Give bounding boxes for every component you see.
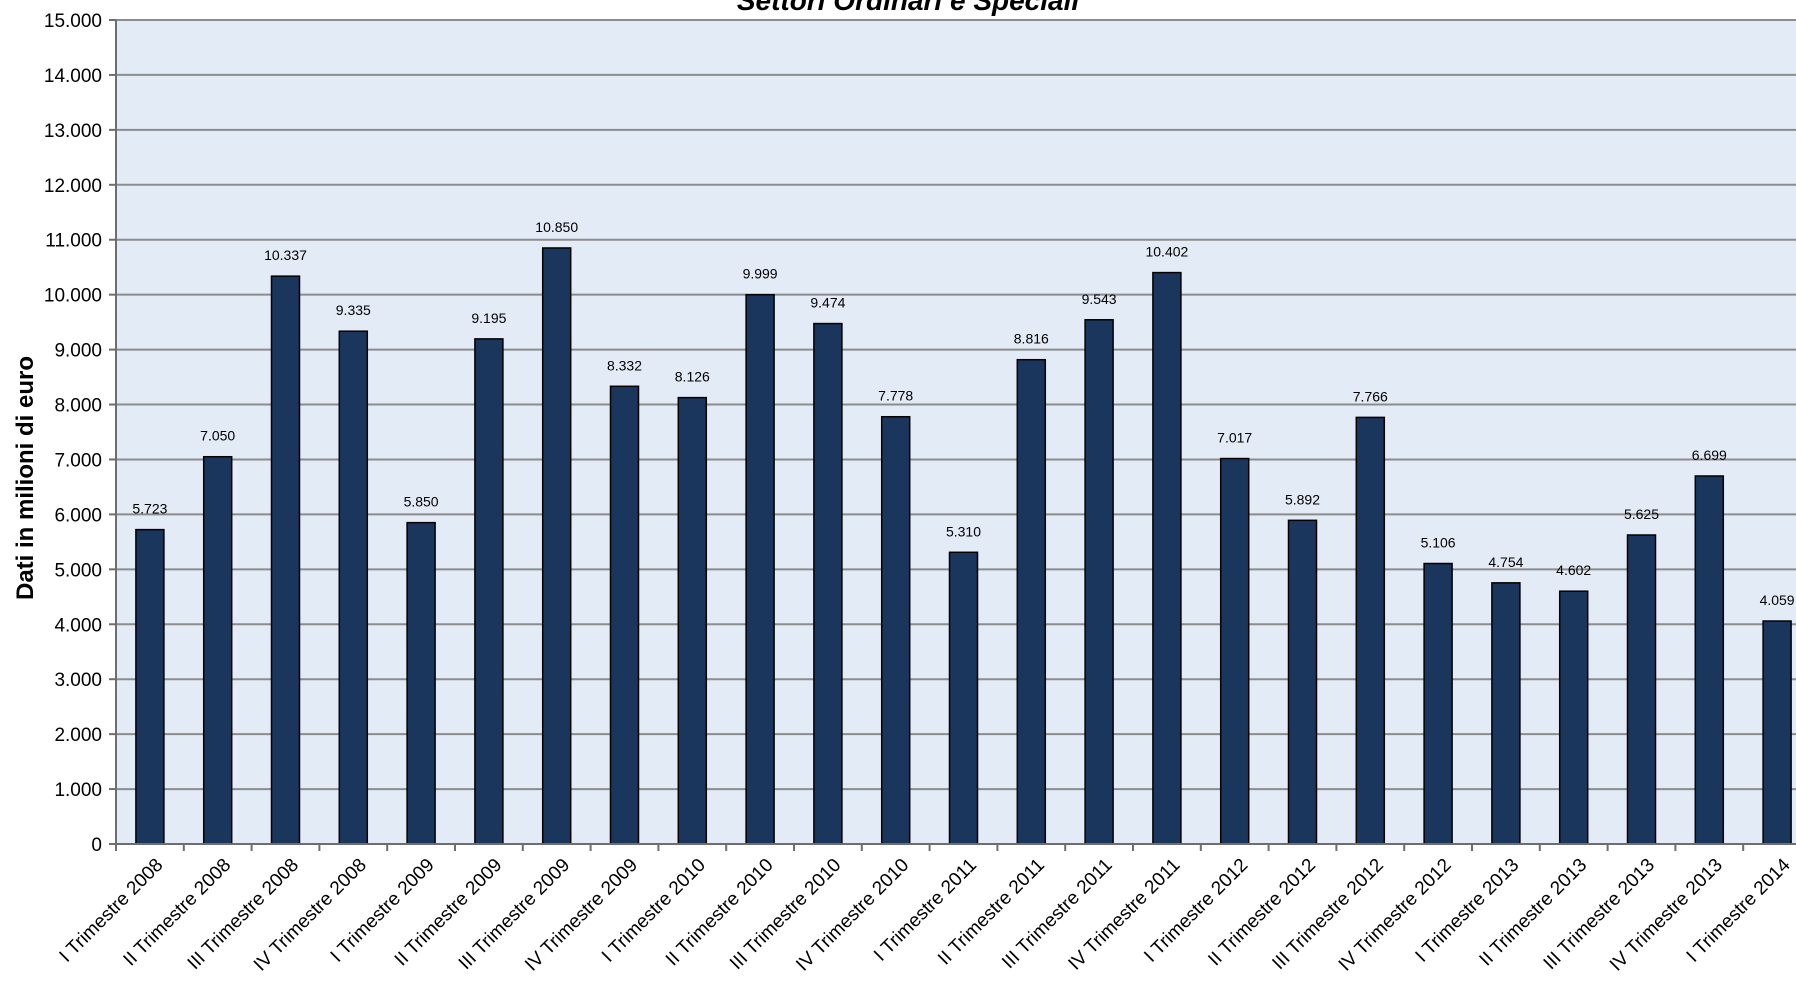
bar	[1219, 457, 1250, 845]
bar	[406, 521, 436, 845]
data-label: 6.699	[1692, 447, 1727, 463]
y-tick-label: 11.000	[45, 231, 102, 252]
bar	[1152, 271, 1182, 845]
bar	[948, 551, 979, 845]
bar	[541, 247, 572, 845]
bar	[745, 293, 775, 845]
data-label: 5.892	[1285, 491, 1320, 507]
y-tick-label: 5.000	[54, 560, 102, 581]
bar	[474, 338, 504, 845]
data-label: 9.999	[743, 266, 778, 282]
chart-title: Settori Ordinari e Speciali	[737, 0, 1081, 16]
y-tick-label: 9.000	[54, 341, 102, 362]
bar	[202, 455, 233, 845]
bar	[1491, 582, 1521, 845]
axes-group	[115, 20, 1796, 845]
x-tick-label: IV Trimestre 2009	[521, 855, 642, 976]
data-label: 5.723	[132, 501, 167, 517]
y-tick-label: 1.000	[54, 780, 102, 801]
bar	[270, 275, 301, 845]
bar	[1558, 590, 1589, 845]
bars-group	[135, 247, 1792, 845]
bar	[1084, 319, 1114, 845]
data-label: 7.017	[1217, 430, 1252, 446]
y-tick-label: 0	[91, 835, 102, 856]
data-label: 8.126	[675, 369, 710, 385]
data-label: 4.602	[1556, 562, 1591, 578]
grid-lines	[116, 19, 1796, 791]
data-label: 4.754	[1488, 554, 1523, 570]
data-label: 9.335	[336, 302, 371, 318]
y-tick-label: 14.000	[44, 66, 102, 87]
y-tick-label: 4.000	[54, 615, 102, 636]
y-tick-label: 8.000	[54, 396, 102, 417]
bar	[1355, 416, 1386, 845]
data-label: 4.059	[1760, 592, 1795, 608]
data-label: 10.402	[1145, 244, 1188, 260]
data-label: 5.625	[1624, 506, 1659, 522]
bar	[813, 322, 843, 845]
y-tick-label: 3.000	[54, 670, 102, 691]
y-tick-label: 7.000	[54, 450, 102, 471]
data-labels-group: 5.723 7.050 10.337 9.335 5.850 9.195 10.850 8.3…	[132, 219, 1794, 608]
y-axis-label: Dati in milioni di euro	[12, 356, 39, 600]
data-label: 8.332	[607, 357, 642, 373]
x-tick-label: IV Trimestre 2013	[1606, 855, 1727, 976]
bar	[1016, 358, 1047, 845]
data-label: 7.050	[200, 428, 235, 444]
bar	[338, 330, 369, 845]
bar	[1287, 519, 1318, 845]
bar	[1694, 475, 1725, 845]
x-tick-label: IV Trimestre 2008	[250, 855, 371, 976]
y-tick-labels: 0 1.000 2.000 3.000 4.000 5.000 6.000 7.000 8.00…	[44, 11, 116, 856]
bar	[677, 396, 708, 845]
x-tick-label: IV Trimestre 2010	[792, 855, 913, 976]
bar	[1423, 562, 1453, 845]
bar	[1762, 620, 1792, 845]
data-label: 5.310	[946, 523, 981, 539]
bar	[880, 415, 911, 845]
data-label: 9.474	[810, 295, 845, 311]
data-label: 9.195	[471, 310, 506, 326]
y-tick-label: 2.000	[54, 725, 102, 746]
data-label: 7.778	[878, 388, 913, 404]
data-label: 10.337	[264, 247, 307, 263]
bar	[135, 528, 165, 845]
x-tick-label: IV Trimestre 2012	[1335, 855, 1456, 976]
y-tick-label: 12.000	[44, 176, 102, 197]
data-label: 8.816	[1014, 331, 1049, 347]
data-label: 9.543	[1082, 291, 1117, 307]
y-tick-label: 6.000	[54, 505, 102, 526]
y-tick-label: 13.000	[44, 121, 102, 142]
y-tick-label: 15.000	[44, 11, 102, 32]
bar	[1626, 534, 1657, 845]
y-tick-label: 10.000	[44, 286, 102, 307]
data-label: 7.766	[1353, 388, 1388, 404]
data-label: 5.850	[404, 494, 439, 510]
data-label: 10.850	[535, 219, 578, 235]
bar	[609, 385, 640, 845]
data-label: 5.106	[1421, 535, 1456, 551]
